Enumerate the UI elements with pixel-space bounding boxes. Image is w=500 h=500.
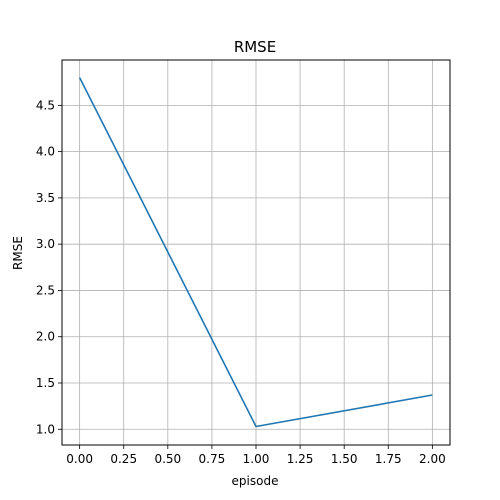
y-tick-label: 3.5 bbox=[36, 191, 55, 205]
x-axis-label: episode bbox=[232, 474, 279, 488]
y-tick-label: 4.0 bbox=[36, 145, 55, 159]
x-tick-label: 2.00 bbox=[419, 452, 446, 466]
y-tick-label: 1.0 bbox=[36, 422, 55, 436]
series-line bbox=[78, 77, 433, 428]
y-tick-label: 1.5 bbox=[36, 376, 55, 390]
y-axis-ticks: 1.0 1.5 2.0 2.5 3.0 3.5 4.0 4.5 bbox=[36, 98, 62, 436]
x-axis-ticks: 0.00 0.25 0.50 0.75 1.00 1.25 1.50 1.75 2.00 bbox=[66, 445, 446, 466]
grid bbox=[62, 60, 450, 445]
plot-lines bbox=[78, 77, 433, 428]
y-tick-label: 4.5 bbox=[36, 98, 55, 112]
x-tick-label: 0.25 bbox=[110, 452, 137, 466]
y-tick-label: 2.0 bbox=[36, 330, 55, 344]
x-tick-label: 1.25 bbox=[287, 452, 314, 466]
chart-title: RMSE bbox=[234, 38, 276, 56]
y-tick-label: 3.0 bbox=[36, 237, 55, 251]
x-tick-label: 0.50 bbox=[154, 452, 181, 466]
x-tick-label: 1.00 bbox=[243, 452, 270, 466]
plot-frame bbox=[61, 59, 451, 446]
x-tick-label: 0.75 bbox=[199, 452, 226, 466]
y-axis-label: RMSE bbox=[11, 236, 25, 270]
x-tick-label: 1.75 bbox=[375, 452, 402, 466]
x-tick-label: 1.50 bbox=[331, 452, 358, 466]
x-tick-label: 0.00 bbox=[66, 452, 93, 466]
y-tick-label: 2.5 bbox=[36, 283, 55, 297]
